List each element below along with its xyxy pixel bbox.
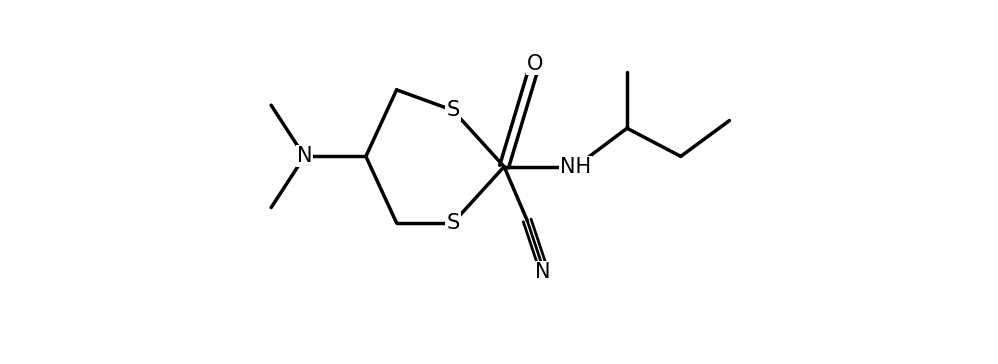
Text: N: N xyxy=(296,146,312,166)
Text: N: N xyxy=(535,262,550,282)
Text: S: S xyxy=(446,100,459,120)
Text: O: O xyxy=(527,54,543,74)
Text: NH: NH xyxy=(560,157,592,177)
Text: S: S xyxy=(446,213,459,233)
